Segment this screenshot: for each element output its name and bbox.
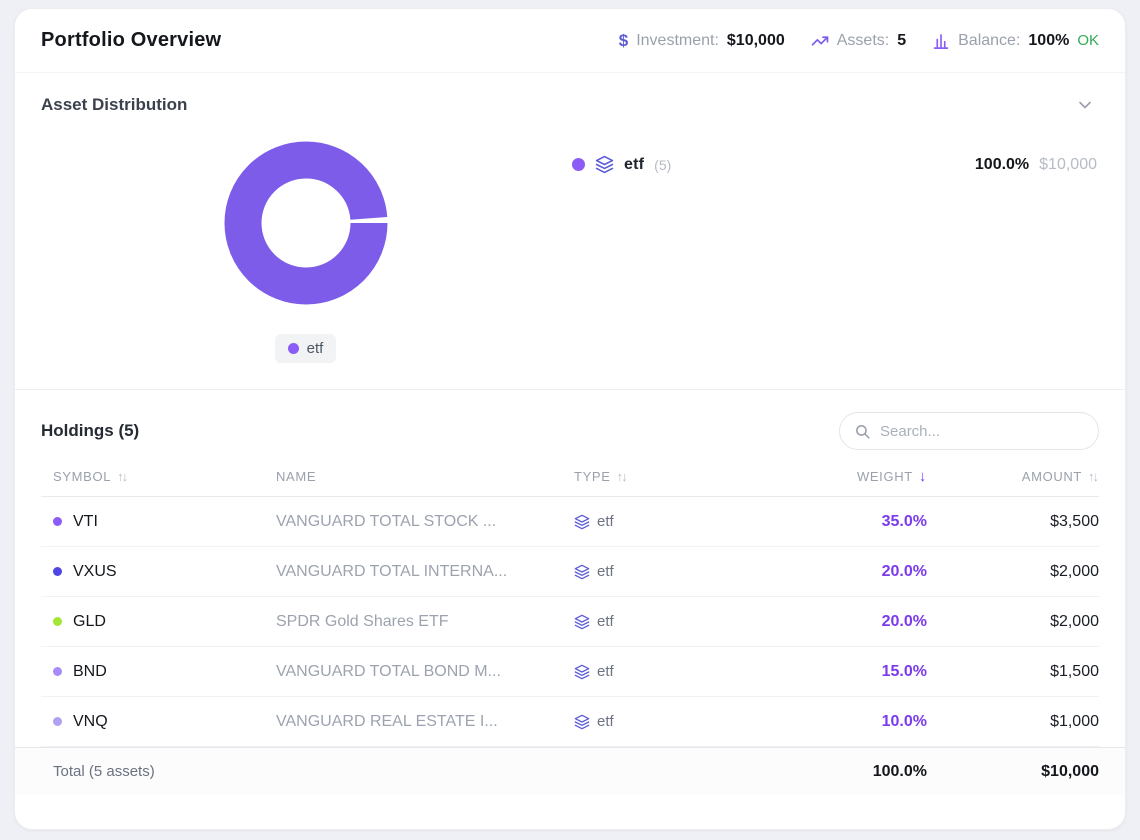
legend-amount: $10,000 [1039,155,1097,173]
type-text: etf [597,513,614,530]
stat-balance: Balance: 100% OK [932,32,1099,50]
layers-icon [574,564,590,580]
chart-legend-chip[interactable]: etf [274,334,337,363]
card-header: Portfolio Overview $ Investment: $10,000… [15,9,1125,73]
layers-icon [574,714,590,730]
weight-value: 20.0% [881,562,927,580]
holdings-section: Holdings (5) SYMBOL ↑↓ NAME [15,390,1125,795]
search-box[interactable] [839,412,1099,450]
holdings-title: Holdings (5) [41,421,140,440]
type-text: etf [597,663,614,680]
stat-assets-value: 5 [897,31,907,49]
table-header-row: SYMBOL ↑↓ NAME TYPE ↑↓ WEIGHT ↓ AMOUNT ↑… [41,468,1099,497]
asset-name: VANGUARD REAL ESTATE I... [276,712,498,730]
symbol-text: BND [73,662,107,680]
trending-up-icon [811,32,829,50]
balance-ok-badge: OK [1077,32,1099,49]
weight-value: 35.0% [881,512,927,530]
type-text: etf [597,613,614,630]
header-stats: $ Investment: $10,000 Assets: 5 [619,31,1099,51]
holdings-table: SYMBOL ↑↓ NAME TYPE ↑↓ WEIGHT ↓ AMOUNT ↑… [15,468,1125,795]
column-header-amount[interactable]: AMOUNT ↑↓ [1021,469,1099,484]
table-row[interactable]: VXUS VANGUARD TOTAL INTERNA... etf 20.0%… [41,547,1099,597]
asset-dot-icon [53,617,62,626]
stat-assets-label: Assets: [836,31,890,49]
asset-name: SPDR Gold Shares ETF [276,612,449,630]
portfolio-overview-card: Portfolio Overview $ Investment: $10,000… [14,8,1126,830]
stat-investment-value: $10,000 [726,31,785,49]
weight-value: 10.0% [881,712,927,730]
layers-icon [595,155,614,174]
symbol-text: VXUS [73,562,117,580]
legend-asset-name: etf [624,155,645,173]
sort-desc-icon: ↓ [918,468,927,485]
stat-balance-label: Balance: [958,31,1021,49]
legend-percent: 100.0% [974,155,1030,173]
asset-name: VANGUARD TOTAL BOND M... [276,662,501,680]
amount-value: $2,000 [1050,612,1099,630]
total-percent: 100.0% [872,762,927,780]
table-total-row: Total (5 assets) 100.0% $10,000 [15,747,1125,795]
page-title: Portfolio Overview [41,29,222,51]
type-text: etf [597,713,614,730]
sort-icon: ↑↓ [117,469,128,484]
symbol-text: GLD [73,612,106,630]
column-header-type[interactable]: TYPE ↑↓ [574,469,628,484]
chip-label: etf [306,340,324,357]
section-divider [15,389,1125,390]
weight-value: 20.0% [881,612,927,630]
chevron-down-icon [1075,95,1095,115]
search-input[interactable] [880,422,1084,440]
column-header-symbol[interactable]: SYMBOL ↑↓ [53,469,128,484]
amount-value: $2,000 [1050,562,1099,580]
donut-chart[interactable] [222,139,390,312]
amount-value: $1,500 [1050,662,1099,680]
search-icon [854,423,871,440]
total-amount: $10,000 [1041,762,1099,780]
total-label: Total (5 assets) [53,763,155,780]
weight-value: 15.0% [881,662,927,680]
symbol-text: VTI [73,512,98,530]
asset-dot-icon [53,667,62,676]
asset-dot-icon [53,567,62,576]
collapse-section-button[interactable] [1071,91,1099,119]
legend-dot-icon [572,158,585,171]
dollar-icon: $ [618,30,629,50]
table-row[interactable]: VTI VANGUARD TOTAL STOCK ... etf 35.0% $… [41,497,1099,547]
stat-balance-value: 100% [1028,31,1070,49]
amount-value: $1,000 [1050,712,1099,730]
asset-name: VANGUARD TOTAL STOCK ... [276,512,497,530]
asset-distribution-title: Asset Distribution [41,95,188,114]
column-header-name[interactable]: NAME [276,469,317,484]
asset-dot-icon [53,517,62,526]
stat-investment-label: Investment: [636,31,719,49]
column-header-weight[interactable]: WEIGHT ↓ [856,468,927,485]
asset-distribution-section: Asset Distribution [15,73,1125,389]
amount-value: $3,500 [1050,512,1099,530]
table-row[interactable]: VNQ VANGUARD REAL ESTATE I... etf 10.0% … [41,697,1099,747]
layers-icon [574,514,590,530]
table-row[interactable]: BND VANGUARD TOTAL BOND M... etf 15.0% $… [41,647,1099,697]
legend-asset-count: (5) [654,156,672,173]
symbol-text: VNQ [73,712,108,730]
donut-slice-etf[interactable] [224,141,387,305]
stat-investment: $ Investment: $10,000 [619,31,785,51]
layers-icon [574,664,590,680]
type-text: etf [597,563,614,580]
distribution-legend-row[interactable]: etf (5) 100.0% $10,000 [570,149,1099,180]
chip-dot-icon [287,343,299,354]
sort-icon: ↑↓ [616,469,628,484]
stat-assets: Assets: 5 [811,32,906,50]
asset-dot-icon [53,717,62,726]
bar-chart-icon [932,32,950,50]
layers-icon [574,614,590,630]
table-row[interactable]: GLD SPDR Gold Shares ETF etf 20.0% $2,00… [41,597,1099,647]
asset-name: VANGUARD TOTAL INTERNA... [276,562,508,580]
sort-icon: ↑↓ [1088,469,1099,484]
